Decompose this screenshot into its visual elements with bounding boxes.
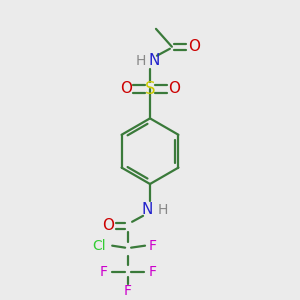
Text: H: H (136, 54, 146, 68)
Text: F: F (149, 265, 157, 278)
Text: F: F (99, 265, 107, 278)
Text: N: N (148, 53, 160, 68)
Text: H: H (158, 203, 168, 217)
Text: O: O (120, 81, 132, 96)
Text: Cl: Cl (92, 239, 106, 253)
Text: F: F (149, 239, 157, 253)
Text: O: O (102, 218, 114, 233)
Text: F: F (124, 284, 132, 298)
Text: O: O (188, 39, 200, 54)
Text: N: N (141, 202, 153, 217)
Text: O: O (168, 81, 180, 96)
Text: S: S (145, 80, 155, 98)
